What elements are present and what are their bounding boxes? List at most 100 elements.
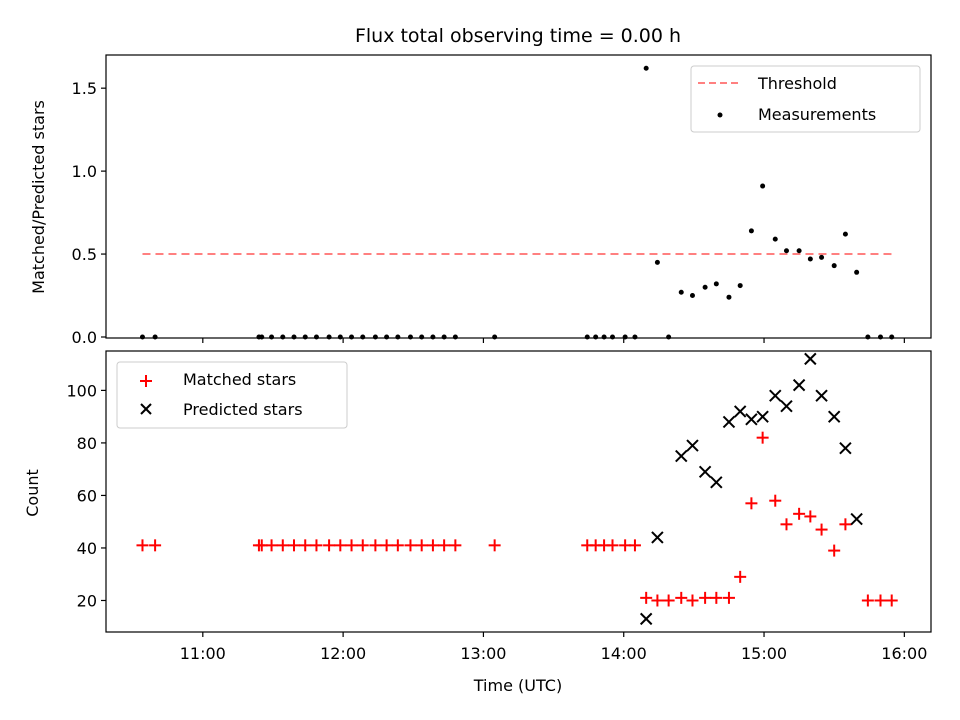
matched-star-point [640,591,653,604]
ratio-y-tick-label: 0.5 [72,245,97,264]
counts-y-tick-label: 100 [66,381,97,400]
measurement-point [831,263,837,269]
measurement-point [139,334,145,340]
measurement-point [152,334,158,340]
matched-star-point [426,539,439,552]
matched-star-point [756,431,769,444]
matched-star-point [734,570,747,583]
measurement-point [654,259,660,265]
measurement-point [349,334,355,340]
measurement-point [643,65,649,71]
measurement-point [726,294,732,300]
matched-star-point [722,591,735,604]
measurement-point [842,231,848,237]
matched-star-point [488,539,501,552]
measurement-point [395,334,401,340]
measurement-point [326,334,332,340]
measurement-point [269,334,275,340]
matched-star-point [380,539,393,552]
matched-star-point [686,594,699,607]
matched-star-point [391,539,404,552]
counts-legend: Matched stars Predicted stars [116,361,348,429]
matched-star-point [288,539,301,552]
matched-star-point [804,510,817,523]
predicted-star-point [792,378,806,392]
predicted-star-point [804,352,817,366]
matched-star-point [276,539,289,552]
counts-y-axis-label: Count [23,469,42,517]
measurement-point [384,334,390,340]
measurement-point [452,334,458,340]
counts-y-tick-label: 20 [77,591,97,610]
predicted-star-point [850,512,863,526]
matched-star-point [662,594,675,607]
matched-star-point [606,539,619,552]
ratio-axes-frame [105,54,932,339]
x-tick-label: 15:00 [741,644,787,663]
x-tick-label: 14:00 [601,644,647,663]
x-tick-label: 16:00 [881,644,927,663]
ratio-panel: 0.0 0.5 1.0 1.5 Matched/Predicted stars Thr… [29,54,932,347]
measurement-point [601,334,607,340]
matched-star-point [675,591,688,604]
measurement-point [689,293,695,299]
measurement-point [678,289,684,295]
predicted-star-point [639,612,653,626]
counts-y-tick-label: 60 [77,486,97,505]
predicted-star-point [769,389,782,402]
measurement-point [291,334,297,340]
x-tick-label: 13:00 [460,644,506,663]
measurement-point [796,248,802,254]
matched-star-point [745,497,758,510]
measurement-point [760,183,766,189]
counts-y-tick-label: 40 [77,539,97,558]
matched-star-point [699,591,712,604]
counts-axes-frame [105,350,932,633]
measurement-point [737,283,743,289]
legend-predicted-label: Predicted stars [183,400,303,419]
measurement-point [360,334,366,340]
measurement-point [372,334,378,340]
x-tick-label: 12:00 [320,644,366,663]
predicted-star-point [780,399,793,413]
measurement-point [783,248,789,254]
predicted-star-point [722,415,736,429]
counts-panel: 20 40 60 80 100 11:00 12:00 13:00 14:00 15:00 16:… [23,350,932,695]
legend-matched-label: Matched stars [183,370,296,389]
predicted-star-point [675,449,688,463]
measurement-point [748,228,754,234]
predicted-star-point [756,410,769,423]
predicted-star-point [733,405,747,418]
matched-star-point [815,523,828,536]
matched-star-point [839,518,852,531]
measurement-point [441,334,447,340]
matched-star-point [369,539,382,552]
measurement-point [337,334,343,340]
ratio-legend: Threshold Measurements [690,65,921,133]
matched-star-point [299,539,312,552]
measurement-point [259,334,265,340]
predicted-star-point [651,531,664,544]
predicted-star-point [839,441,852,455]
measurement-point [807,256,813,262]
legend-predicted-marker [140,403,152,415]
measurement-point [865,334,871,340]
matched-star-point [438,539,451,552]
measurement-point [854,269,860,275]
measurement-point [702,284,708,290]
predicted-star-point [686,439,699,452]
ratio-y-tick-label: 0.0 [72,328,97,347]
measurement-point [772,236,778,242]
measurement-point [584,334,590,340]
measurement-point [713,281,719,287]
measurement-point [889,334,895,340]
measurement-point [666,334,672,340]
matched-star-point [885,594,898,607]
measurement-point [430,334,436,340]
legend-measurements-label: Measurements [758,105,876,124]
measurement-point [632,334,638,340]
predicted-star-point [745,413,758,426]
matched-star-point [310,539,323,552]
predicted-star-point [710,476,723,489]
measurement-point [610,334,616,340]
